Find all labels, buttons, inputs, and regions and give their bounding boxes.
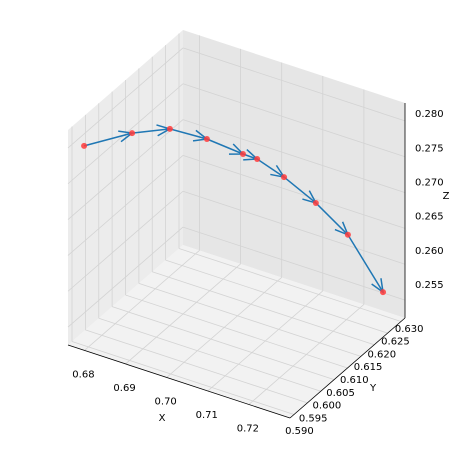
z-axis-label: Z <box>443 191 450 202</box>
grid-line <box>178 248 402 322</box>
point <box>344 231 351 238</box>
x-axis-line <box>67 344 291 419</box>
point <box>81 142 88 149</box>
x-tick-label: 0.72 <box>237 423 259 434</box>
y-axis-line <box>289 317 406 419</box>
y-tick-label: 0.620 <box>367 349 396 360</box>
y-tick-label: 0.625 <box>381 337 410 348</box>
grid-line <box>85 329 308 404</box>
grid-line <box>182 83 406 158</box>
grid-line <box>67 155 184 256</box>
y-tick-label: 0.630 <box>395 324 424 335</box>
point <box>129 130 136 137</box>
grid-line <box>182 119 406 193</box>
point <box>254 156 261 163</box>
grid-line <box>67 83 184 185</box>
y-tick-label: 0.595 <box>299 413 328 424</box>
point <box>312 199 319 206</box>
x-axis-label: X <box>159 413 166 424</box>
y-tick-label: 0.615 <box>354 362 383 373</box>
point <box>239 150 246 157</box>
grid-line <box>67 190 184 292</box>
y-tick-label: 0.590 <box>285 426 314 437</box>
grid-line <box>112 306 335 381</box>
x-tick-label: 0.70 <box>155 396 177 407</box>
y-axis-label: Y <box>369 383 377 394</box>
grid-line <box>182 226 406 301</box>
z-tick-label: 0.255 <box>415 280 444 291</box>
grid-line <box>138 282 361 357</box>
point <box>281 174 288 181</box>
z-tick-label: 0.280 <box>415 109 444 120</box>
grid-line <box>98 317 321 392</box>
grid-line <box>67 47 184 149</box>
x-tick-label: 0.68 <box>72 369 94 380</box>
grid-line <box>182 190 406 265</box>
x-tick-label: 0.71 <box>196 410 218 421</box>
grid-line <box>152 271 375 346</box>
point <box>203 136 210 143</box>
y-tick-label: 0.605 <box>326 388 355 399</box>
point <box>380 289 387 296</box>
grid-line <box>165 259 388 334</box>
point <box>166 125 173 132</box>
z-tick-label: 0.260 <box>415 246 444 257</box>
y-tick-label: 0.600 <box>313 401 342 412</box>
grid-line <box>125 294 348 369</box>
grid-line <box>67 119 184 220</box>
z-tick-label: 0.265 <box>415 212 444 223</box>
z-tick-label: 0.275 <box>415 143 444 154</box>
grid-line <box>182 47 406 122</box>
grid-line <box>67 226 184 328</box>
grid-line <box>71 341 295 415</box>
x-tick-label: 0.69 <box>113 383 135 394</box>
line <box>83 128 384 293</box>
grid-line <box>182 155 406 229</box>
z-tick-label: 0.270 <box>415 177 444 188</box>
y-tick-label: 0.610 <box>340 375 369 386</box>
